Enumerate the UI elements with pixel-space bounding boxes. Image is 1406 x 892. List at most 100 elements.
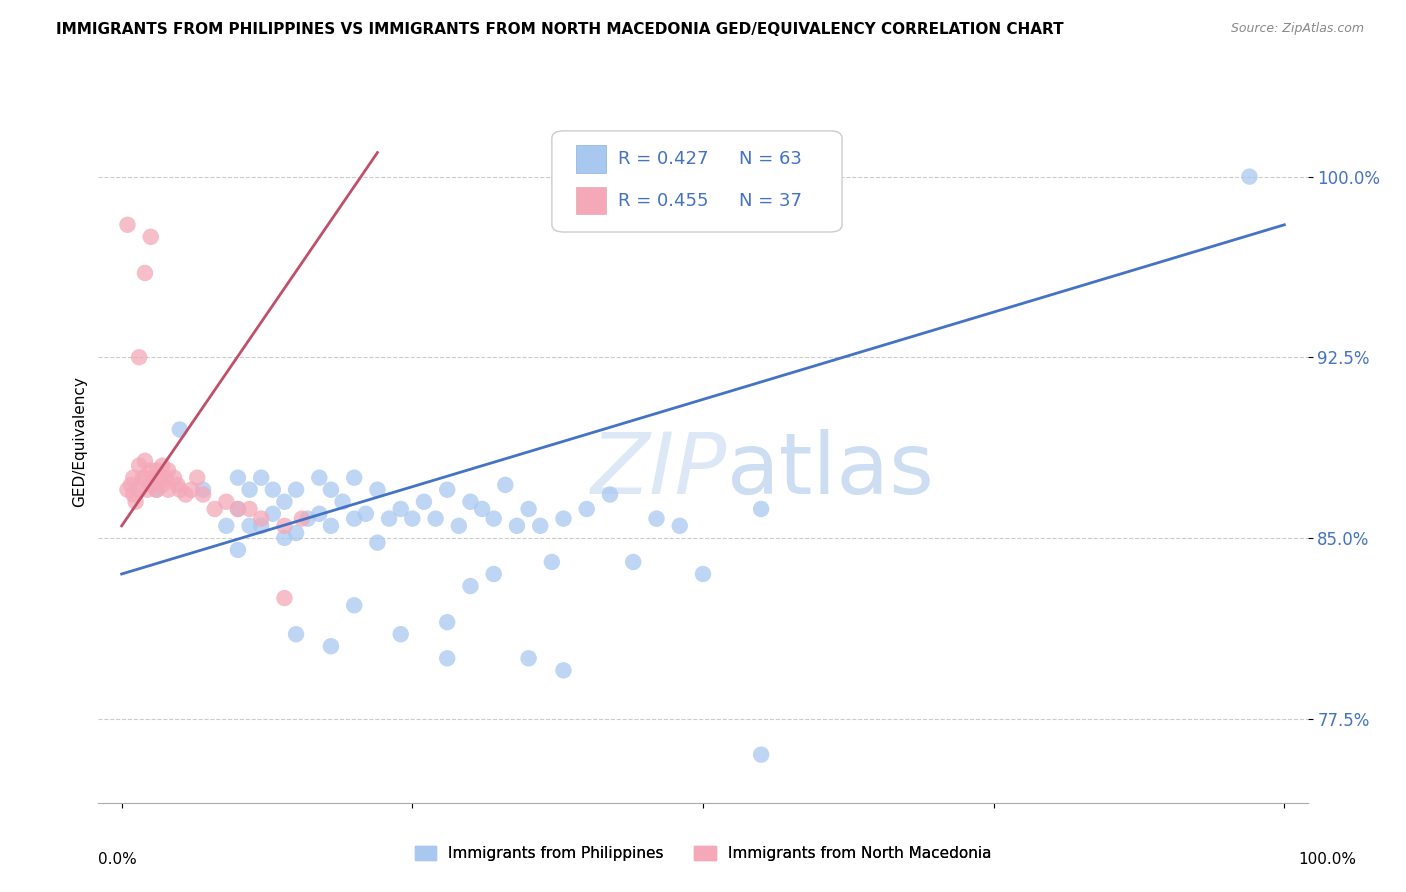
Point xyxy=(157,463,180,477)
Point xyxy=(319,639,342,653)
Point xyxy=(239,502,262,516)
Point xyxy=(166,478,188,492)
Point xyxy=(425,511,447,525)
Point xyxy=(169,422,191,436)
Point xyxy=(308,507,330,521)
Point xyxy=(1239,169,1261,184)
Point xyxy=(226,502,249,516)
Point xyxy=(297,511,319,525)
Text: Source: ZipAtlas.com: Source: ZipAtlas.com xyxy=(1230,22,1364,36)
Text: R = 0.427: R = 0.427 xyxy=(619,150,709,168)
Text: IMMIGRANTS FROM PHILIPPINES VS IMMIGRANTS FROM NORTH MACEDONIA GED/EQUIVALENCY C: IMMIGRANTS FROM PHILIPPINES VS IMMIGRANT… xyxy=(56,22,1064,37)
Point xyxy=(401,511,423,525)
Point xyxy=(436,483,458,497)
Text: atlas: atlas xyxy=(727,429,935,512)
Text: R = 0.455: R = 0.455 xyxy=(619,192,709,210)
Point xyxy=(413,494,436,508)
Point xyxy=(155,470,177,484)
Point xyxy=(139,478,162,492)
Point xyxy=(157,483,180,497)
Point xyxy=(186,470,208,484)
Point xyxy=(343,470,366,484)
Point xyxy=(128,350,150,364)
Point xyxy=(621,555,644,569)
Point xyxy=(180,483,202,497)
Point xyxy=(150,478,173,492)
Point xyxy=(529,518,551,533)
Point xyxy=(145,483,167,497)
Point xyxy=(273,531,295,545)
Point xyxy=(134,454,156,468)
Point xyxy=(262,507,284,521)
Point xyxy=(553,511,575,525)
Point xyxy=(262,483,284,497)
Point xyxy=(136,483,159,497)
Point xyxy=(145,483,167,497)
Point xyxy=(273,591,295,605)
Point xyxy=(226,502,249,516)
Point xyxy=(366,535,388,549)
Point xyxy=(692,567,714,582)
Point xyxy=(226,542,249,557)
Text: ZIP: ZIP xyxy=(591,429,727,512)
Point xyxy=(482,567,505,582)
Point xyxy=(599,487,621,501)
Text: 0.0%: 0.0% xyxy=(98,852,138,867)
Point xyxy=(215,494,238,508)
Point xyxy=(319,483,342,497)
Legend: Immigrants from Philippines, Immigrants from North Macedonia: Immigrants from Philippines, Immigrants … xyxy=(409,840,997,867)
Point xyxy=(460,494,482,508)
Point xyxy=(540,555,562,569)
Point xyxy=(122,487,145,501)
Point xyxy=(332,494,354,508)
Point xyxy=(645,511,668,525)
Point xyxy=(389,502,412,516)
Point xyxy=(204,502,226,516)
Point xyxy=(553,663,575,677)
Point xyxy=(308,470,330,484)
Point xyxy=(148,470,170,484)
Point xyxy=(517,651,540,665)
Point xyxy=(354,507,377,521)
Point xyxy=(285,526,308,541)
Point xyxy=(343,511,366,525)
Point xyxy=(273,518,295,533)
Point xyxy=(482,511,505,525)
Point xyxy=(436,651,458,665)
Point xyxy=(494,478,516,492)
Point xyxy=(134,470,156,484)
Point xyxy=(117,483,139,497)
Point xyxy=(139,463,162,477)
Point xyxy=(366,483,388,497)
Point xyxy=(134,266,156,280)
Point xyxy=(139,229,162,244)
Point xyxy=(239,518,262,533)
Point xyxy=(191,487,214,501)
Y-axis label: GED/Equivalency: GED/Equivalency xyxy=(72,376,87,507)
Point xyxy=(517,502,540,516)
Point xyxy=(215,518,238,533)
Point xyxy=(250,470,273,484)
Point xyxy=(169,483,191,497)
Point xyxy=(749,502,772,516)
Point xyxy=(120,478,142,492)
Point xyxy=(460,579,482,593)
Point xyxy=(226,470,249,484)
Point xyxy=(575,502,598,516)
Point xyxy=(191,483,214,497)
Point xyxy=(506,518,529,533)
Point xyxy=(471,502,494,516)
Point xyxy=(319,518,342,533)
Point xyxy=(749,747,772,762)
Point xyxy=(378,511,401,525)
Point xyxy=(291,511,314,525)
Point xyxy=(128,458,150,473)
Point xyxy=(389,627,412,641)
Text: N = 37: N = 37 xyxy=(740,192,803,210)
Point xyxy=(122,470,145,484)
Point xyxy=(285,483,308,497)
Point xyxy=(436,615,458,629)
Point xyxy=(131,470,153,484)
Point xyxy=(239,483,262,497)
Point xyxy=(250,518,273,533)
